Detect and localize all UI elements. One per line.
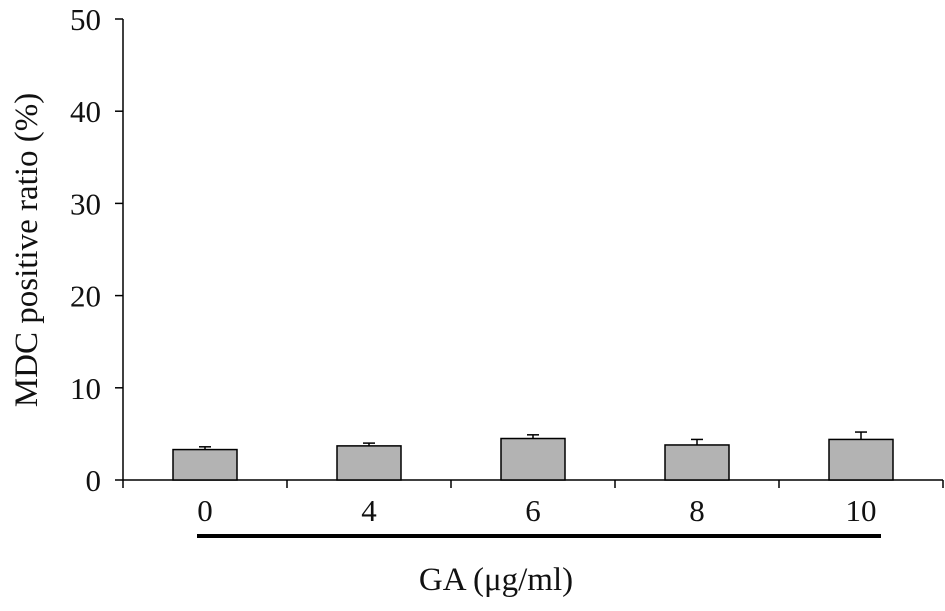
x-axis: 0 4 6 8 10 (122, 479, 944, 528)
x-tick-label: 0 (197, 493, 213, 528)
y-tick-label: 40 (70, 94, 101, 129)
y-axis: 0 10 20 30 40 50 (70, 2, 124, 498)
error-bars (199, 431, 867, 450)
y-axis-title: MDC positive ratio (%) (9, 93, 45, 407)
y-tick-label: 20 (70, 279, 101, 314)
bar (664, 444, 730, 481)
x-tick-label: 10 (846, 493, 877, 528)
y-tick-label: 10 (70, 371, 101, 406)
x-tick-label: 8 (689, 493, 705, 528)
x-tick-label: 6 (525, 493, 541, 528)
bars (172, 437, 894, 481)
bar (172, 448, 238, 481)
bar (336, 445, 402, 481)
x-axis-title: GA (μg/ml) (419, 562, 573, 598)
bar (500, 437, 566, 481)
bar (828, 438, 894, 481)
y-tick-label: 30 (70, 186, 101, 221)
x-tick-label: 4 (361, 493, 377, 528)
y-tick-label: 50 (70, 2, 101, 37)
y-tick-label: 0 (86, 463, 102, 498)
